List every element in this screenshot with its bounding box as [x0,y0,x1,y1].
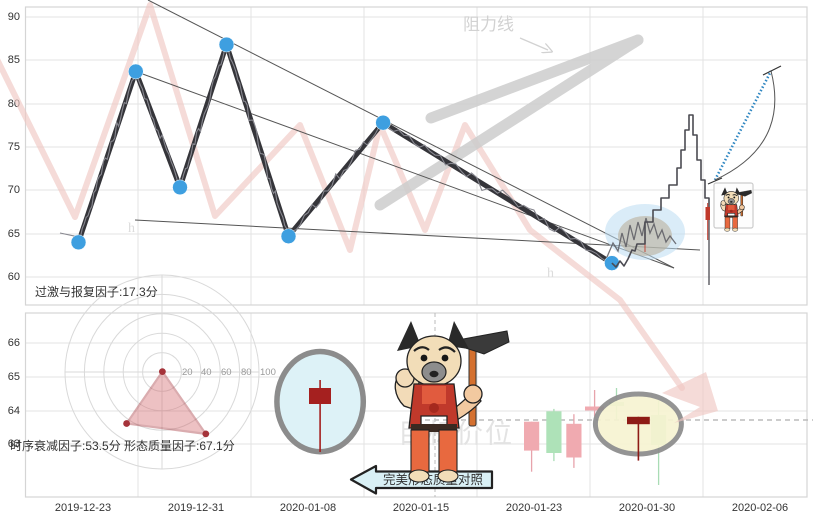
svg-text:过激与报复因子:17.3分: 过激与报复因子:17.3分 [35,284,158,299]
svg-text:66: 66 [8,337,20,349]
svg-text:60: 60 [8,271,20,283]
svg-text:85: 85 [8,54,20,66]
svg-text:2020-01-08: 2020-01-08 [280,502,336,514]
svg-text:2019-12-23: 2019-12-23 [55,502,111,514]
svg-text:2020-01-15: 2020-01-15 [393,502,449,514]
svg-text:65: 65 [8,371,20,383]
svg-text:h: h [547,266,554,281]
svg-text:90: 90 [8,11,20,23]
svg-text:2020-01-23: 2020-01-23 [506,502,562,514]
svg-text:75: 75 [8,141,20,153]
svg-text:2020-01-30: 2020-01-30 [619,502,675,514]
svg-text:阻力线: 阻力线 [463,15,514,34]
svg-text:时序衰减因子:53.5分 形态质量因子:67.1分: 时序衰减因子:53.5分 形态质量因子:67.1分 [10,438,235,453]
svg-text:完美形态质量对照: 完美形态质量对照 [383,472,483,487]
svg-text:20: 20 [182,367,193,378]
svg-text:70: 70 [8,184,20,196]
svg-text:64: 64 [8,405,20,417]
svg-text:40: 40 [201,367,212,378]
svg-text:60: 60 [221,367,232,378]
svg-text:2020-02-06: 2020-02-06 [732,502,788,514]
svg-text:65: 65 [8,228,20,240]
svg-text:100: 100 [260,367,276,378]
svg-text:2019-12-31: 2019-12-31 [168,502,224,514]
svg-text:h: h [128,221,135,236]
svg-text:80: 80 [241,367,252,378]
